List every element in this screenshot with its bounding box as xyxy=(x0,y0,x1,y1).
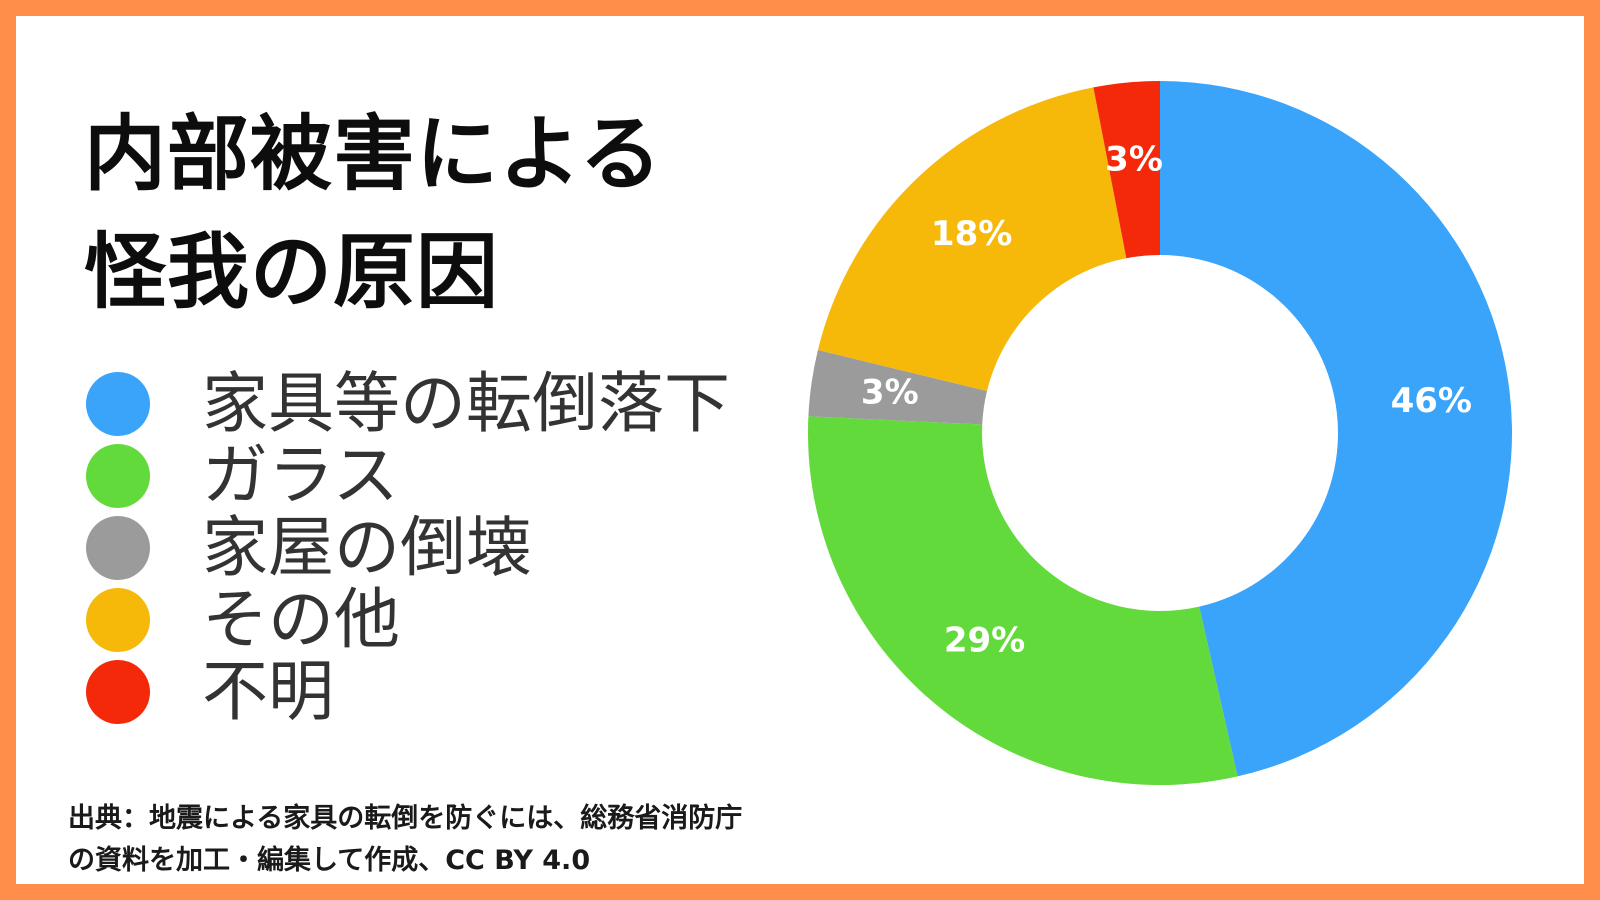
slice-label-unknown: 3% xyxy=(1105,140,1163,180)
legend-label-other: その他 xyxy=(202,581,400,658)
source-line-2: の資料を加工・編集して作成、CC BY 4.0 xyxy=(68,845,591,876)
slice-collapse xyxy=(808,350,988,425)
title-line-1: 内部被害による xyxy=(84,107,663,202)
slice-label-collapse: 3% xyxy=(861,373,919,413)
slice-glass xyxy=(808,416,1238,785)
legend-item-other: その他 xyxy=(86,584,730,656)
legend-swatch-collapse xyxy=(86,516,150,580)
slice-label-other: 18% xyxy=(931,214,1012,254)
legend-swatch-other xyxy=(86,588,150,652)
legend-label-collapse: 家屋の倒壊 xyxy=(202,509,532,586)
legend-label-unknown: 不明 xyxy=(202,653,334,730)
slice-unknown xyxy=(1093,81,1160,259)
slice-label-furniture: 46% xyxy=(1391,381,1472,421)
legend-item-furniture: 家具等の転倒落下 xyxy=(86,368,730,440)
slice-label-glass: 29% xyxy=(944,621,1025,661)
slide-title: 内部被害による 怪我の原因 xyxy=(84,96,663,332)
title-line-2: 怪我の原因 xyxy=(84,225,500,320)
legend-label-furniture: 家具等の転倒落下 xyxy=(202,365,730,442)
legend-swatch-unknown xyxy=(86,660,150,724)
legend-item-glass: ガラス xyxy=(86,440,730,512)
slice-furniture xyxy=(1160,81,1513,777)
legend-item-unknown: 不明 xyxy=(86,656,730,728)
source-credit: 出典：地震による家具の転倒を防ぐには、総務省消防庁 の資料を加工・編集して作成、… xyxy=(68,798,742,882)
source-line-1: 出典：地震による家具の転倒を防ぐには、総務省消防庁 xyxy=(68,803,743,834)
legend-item-collapse: 家屋の倒壊 xyxy=(86,512,730,584)
slice-other xyxy=(817,87,1127,392)
chart-legend: 家具等の転倒落下 ガラス 家屋の倒壊 その他 不明 xyxy=(86,368,730,728)
legend-label-glass: ガラス xyxy=(202,437,399,514)
legend-swatch-glass xyxy=(86,444,150,508)
legend-swatch-furniture xyxy=(86,372,150,436)
